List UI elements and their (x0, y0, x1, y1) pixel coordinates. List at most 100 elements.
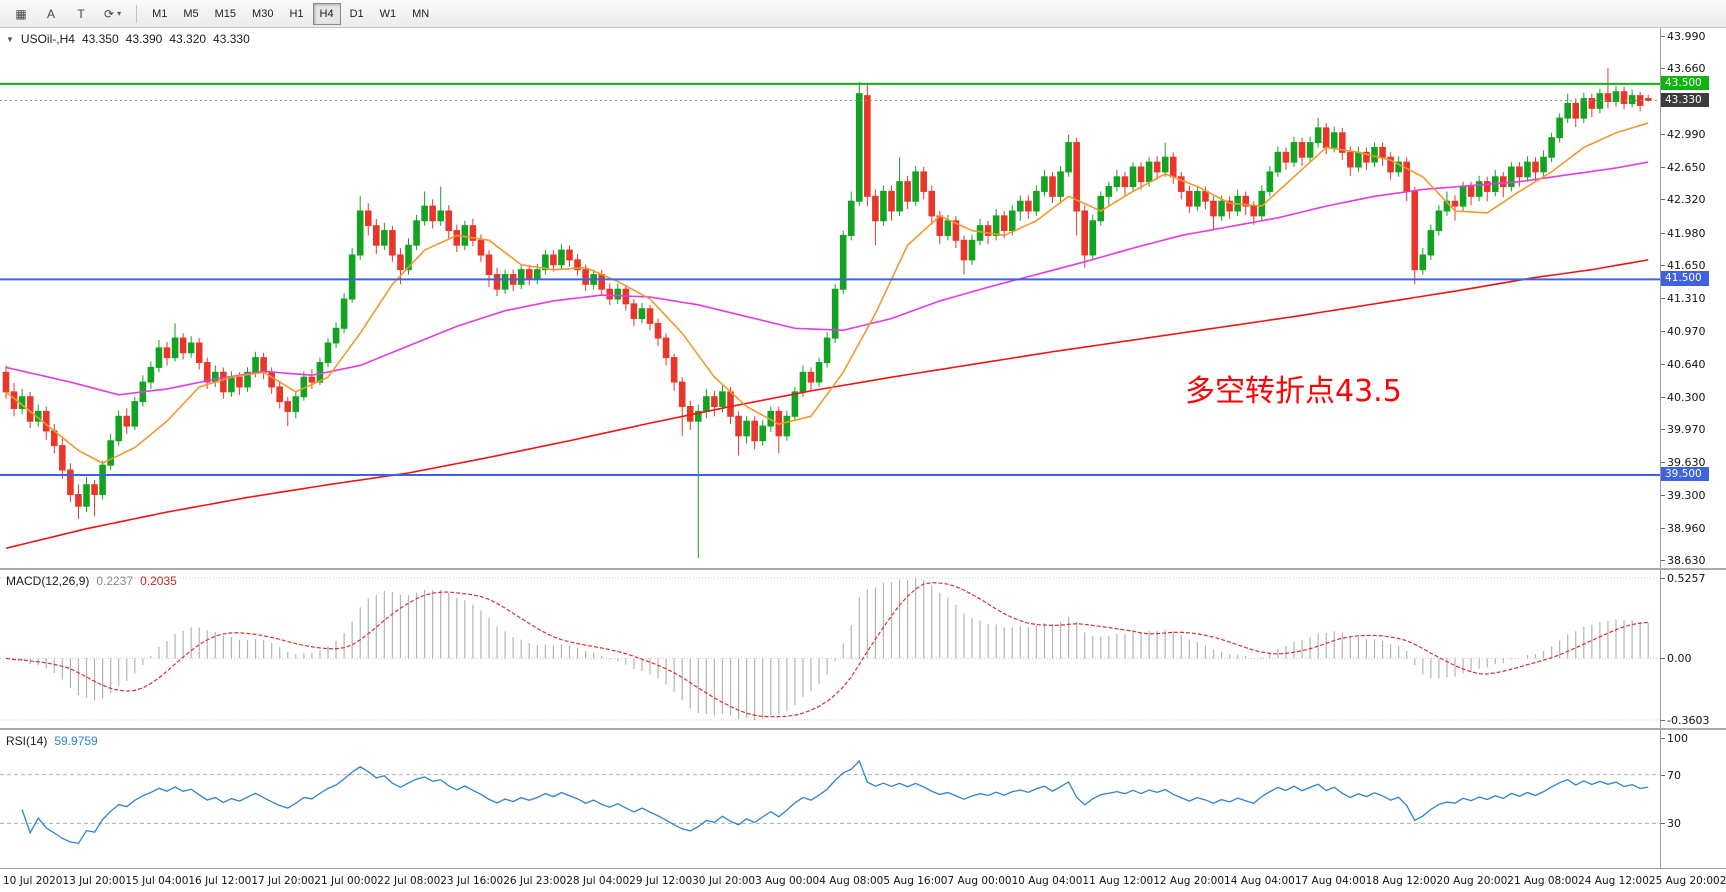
candle-body (413, 220, 420, 246)
candle-body (654, 322, 662, 339)
ma_mid-line (5, 161, 1649, 396)
candle-body (123, 415, 131, 427)
rsi-plot[interactable] (0, 730, 1660, 868)
ma_slow-line (5, 259, 1649, 550)
candle-body (1105, 186, 1113, 197)
rsi-title: RSI(14) (6, 734, 48, 748)
timeframe-button-m15[interactable]: M15 (214, 7, 237, 20)
candle-body (944, 220, 952, 236)
time-axis-label: 18 Aug 12:00 (1365, 874, 1437, 887)
candle-body (992, 215, 1000, 236)
candle-body (799, 371, 807, 393)
candle-body (348, 254, 356, 300)
candle-body (1081, 210, 1089, 256)
macd-axis-label: 0.5257 (1661, 572, 1706, 585)
candle-body (1371, 146, 1378, 163)
candle-body (485, 254, 493, 276)
candle-body (839, 234, 847, 290)
price-tag-43.330: 43.330 (1661, 92, 1709, 108)
timeframe-button-m30[interactable]: M30 (252, 7, 274, 20)
candle-body (42, 410, 50, 432)
candle-body (936, 215, 944, 236)
chart-window: ▼ USOil-,H4 43.350 43.390 43.320 43.330 … (0, 28, 1726, 892)
panel-splitter[interactable] (0, 728, 1726, 730)
price-axis-label: 39.630 (1661, 456, 1706, 470)
candle-body (1330, 132, 1338, 148)
main-chart-panel: ▼ USOil-,H4 43.350 43.390 43.320 43.330 … (0, 28, 1726, 568)
candle-body (1347, 151, 1354, 168)
time-axis[interactable]: 10 Jul 2020 13 Jul 20:00 15 Jul 04:00 16 Ju… (0, 868, 1726, 892)
macd-axis[interactable]: 0.5257 0.00 -0.3603 (1660, 570, 1726, 728)
timeframe-button-h4[interactable]: H4 (312, 2, 341, 25)
candle-body (107, 440, 114, 466)
price-axis-label: 40.640 (1661, 357, 1706, 371)
candle-body (1145, 161, 1153, 183)
candle-body (493, 274, 501, 290)
candle-body (1097, 195, 1105, 222)
rsi-axis-label: 100 (1661, 732, 1688, 745)
candle-body (1363, 151, 1370, 163)
chart-annotation-text[interactable]: 多空转折点43.5 (1185, 374, 1402, 409)
macd-main-value: 0.2237 (96, 574, 134, 588)
macd-title: MACD(12,26,9) (6, 574, 90, 588)
time-axis-label: 26 Jul 23:00 (503, 874, 567, 887)
candle-body (187, 342, 195, 354)
main-chart-plot[interactable] (0, 28, 1660, 568)
candle-body (1508, 166, 1515, 188)
time-axis-label: 10 Jul 2020 (3, 874, 63, 887)
macd-axis-label: 0.00 (1661, 652, 1692, 666)
candle-body (815, 362, 823, 383)
candle-body (381, 230, 388, 246)
candle-body (91, 484, 98, 495)
candle-body (1419, 254, 1427, 271)
candle-body (1298, 142, 1306, 158)
panel-splitter[interactable] (0, 568, 1726, 570)
rsi-panel: RSI(14) 59.9759 100 70 30 (0, 730, 1726, 868)
candle-body (1266, 171, 1274, 192)
price-axis-label: 41.310 (1661, 292, 1706, 305)
candle-body (1073, 142, 1080, 212)
candle-body (1548, 137, 1555, 158)
timeframe-button-m1[interactable]: M1 (152, 7, 168, 20)
timeframe-button-w1[interactable]: W1 (379, 7, 397, 20)
price-axis-label: 42.320 (1661, 193, 1706, 207)
chart-style-tool-button[interactable]: ⟳ ▾ (97, 3, 128, 25)
time-axis-label: 4 Aug 08:00 (819, 874, 884, 887)
text-box-tool-button[interactable]: T (67, 3, 95, 25)
price-axis-label: 42.990 (1661, 127, 1706, 141)
candle-body (67, 469, 74, 495)
candle-body (662, 337, 670, 359)
candle-body (1572, 102, 1580, 119)
candle-body (445, 210, 453, 232)
candle-body (1057, 171, 1064, 197)
quote-low: 43.320 (169, 32, 207, 46)
candle-body (1194, 190, 1201, 207)
candle-body (719, 391, 726, 408)
timeframe-button-h1[interactable]: H1 (289, 7, 304, 20)
macd-plot[interactable] (0, 570, 1660, 728)
chevron-down-icon[interactable]: ▼ (6, 34, 14, 44)
timeframe-button-d1[interactable]: D1 (349, 7, 364, 20)
time-axis-label: 17 Aug 04:00 (1294, 874, 1366, 887)
text-label-tool-button[interactable]: A (37, 3, 65, 25)
rsi-axis[interactable]: 100 70 30 (1660, 730, 1726, 868)
candle-body (292, 396, 300, 412)
price-axis[interactable]: 43.990 43.660 43.330 42.990 42.650 42.320 41.9… (1660, 28, 1726, 568)
candle-body (823, 337, 831, 364)
timeframe-button-m5[interactable]: M5 (183, 7, 199, 20)
candle-body (1387, 156, 1394, 173)
candle-body (1290, 142, 1298, 163)
candle-body (888, 190, 895, 212)
time-axis-label: 20 Aug 20:00 (1436, 874, 1508, 887)
price-axis-label: 38.960 (1661, 521, 1706, 535)
timeframe-button-mn[interactable]: MN (412, 7, 430, 20)
cursor-tool-button[interactable]: ▦ (7, 3, 35, 25)
candle-body (1532, 161, 1539, 173)
candle-body (872, 195, 879, 222)
price-tag-43.500: 43.500 (1661, 75, 1709, 91)
macd-panel: MACD(12,26,9) 0.2237 0.2035 0.5257 0.00 -0… (0, 570, 1726, 728)
text-box-tool-icon: T (77, 6, 85, 21)
candle-body (268, 371, 275, 388)
candle-body (212, 371, 219, 383)
